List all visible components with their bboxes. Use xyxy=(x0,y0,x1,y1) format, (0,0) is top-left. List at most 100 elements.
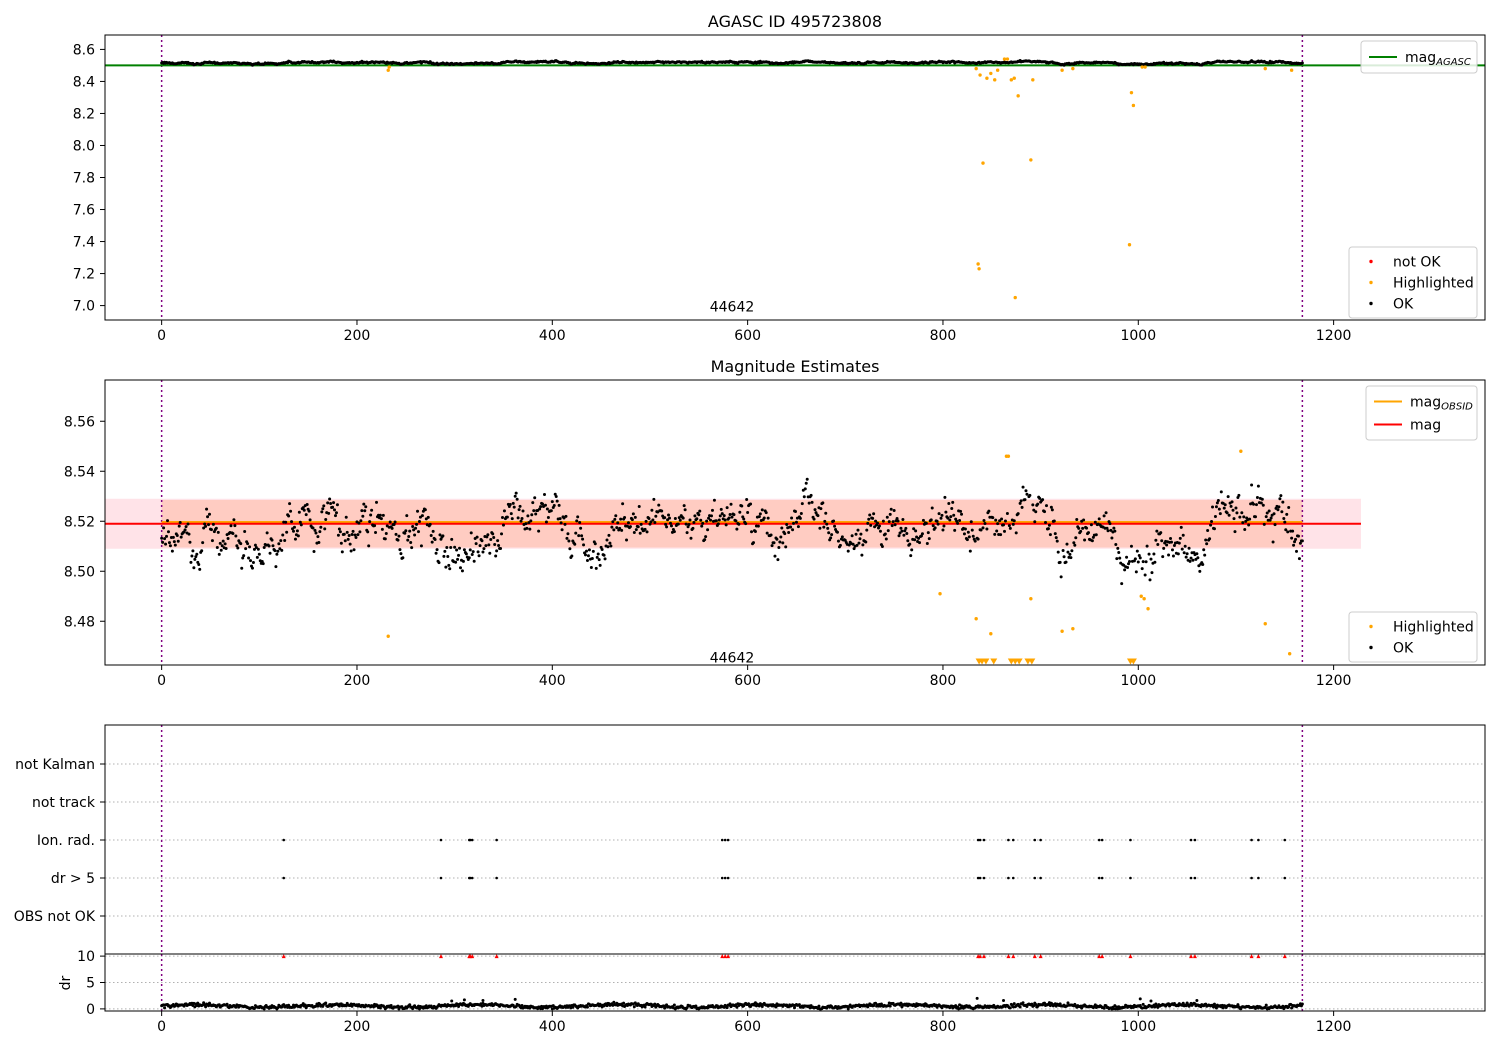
agasc-x-tick-label: 1000 xyxy=(1120,328,1156,344)
estimates-ok-point xyxy=(889,507,893,511)
flag-point xyxy=(470,838,474,842)
estimates-ok-point xyxy=(176,539,180,543)
estimates-ok-point xyxy=(917,536,921,540)
estimates-ok-point xyxy=(393,520,397,524)
estimates-ok-point xyxy=(1109,528,1113,532)
estimates-ok-point xyxy=(1227,513,1231,517)
estimates-ok-point xyxy=(717,518,721,522)
estimates-ok-point xyxy=(405,514,409,518)
estimates-ok-point xyxy=(502,509,506,513)
estimates-ok-point xyxy=(491,532,495,536)
estimates-ok-point xyxy=(947,502,951,506)
estimates-ok-point xyxy=(1269,516,1273,520)
agasc-upper-legend-box xyxy=(1360,40,1478,74)
estimates-ok-point xyxy=(906,539,910,543)
estimates-ok-point xyxy=(444,565,448,569)
estimates-ok-point xyxy=(1128,560,1132,564)
estimates-ok-point xyxy=(931,524,935,528)
estimates-ok-point xyxy=(461,559,465,563)
agasc-highlighted-point xyxy=(1002,57,1007,61)
estimates-ok-point xyxy=(810,500,814,504)
estimates-ok-point xyxy=(738,510,742,514)
flag-point xyxy=(1193,838,1197,842)
estimates-ok-point xyxy=(581,537,585,541)
dr-point xyxy=(1221,1006,1225,1010)
estimates-ok-point xyxy=(254,546,258,550)
estimates-ok-point xyxy=(1144,560,1148,564)
estimates-ok-point xyxy=(660,509,664,513)
estimates-ok-point xyxy=(1074,536,1078,540)
estimates-ok-point xyxy=(1052,519,1056,523)
estimates-ok-point xyxy=(217,552,221,556)
estimates-ok-point xyxy=(850,534,854,538)
flag-point xyxy=(1189,838,1193,842)
estimates-ok-point xyxy=(475,535,479,539)
estimates-ok-point xyxy=(619,517,623,521)
estimates-ok-point xyxy=(606,545,610,549)
estimates-ok-point xyxy=(892,509,896,513)
dr-point xyxy=(1066,1001,1070,1005)
dr-axis-label: dr xyxy=(58,975,74,990)
estimates-ok-point xyxy=(779,535,783,539)
estimates-ok-point xyxy=(163,537,167,541)
estimates-ok-point xyxy=(1284,528,1288,532)
estimates-highlighted-offscale-marker xyxy=(1028,658,1036,665)
estimates-ok-point xyxy=(499,547,503,551)
estimates-ok-point xyxy=(953,528,957,532)
estimates-ok-point xyxy=(340,550,344,554)
estimates-ok-point xyxy=(513,494,517,498)
estimates-ok-point xyxy=(682,504,686,508)
estimates-x-tick-label: 200 xyxy=(344,673,371,689)
dr-point xyxy=(846,1007,850,1011)
agasc-y-tick-label: 7.6 xyxy=(73,203,95,219)
estimates-ok-point xyxy=(1105,526,1109,530)
dr-clipped-marker xyxy=(723,954,728,959)
estimates-ok-point xyxy=(594,566,598,570)
estimates-ok-point xyxy=(867,517,871,521)
flag-category-label: Ion. rad. xyxy=(37,833,95,849)
estimates-ok-point xyxy=(881,519,885,523)
agasc-highlighted-point xyxy=(989,71,993,76)
estimates-ok-point xyxy=(669,524,673,528)
estimates-ok-point xyxy=(290,520,294,524)
dr-point xyxy=(672,1003,676,1007)
estimates-ok-point xyxy=(558,517,562,521)
estimates-ok-point xyxy=(1235,511,1239,515)
estimates-ok-point xyxy=(1135,549,1139,553)
estimates-ok-point xyxy=(697,513,701,517)
estimates-ok-point xyxy=(645,530,649,534)
estimates-ok-point xyxy=(335,503,339,507)
estimates-ok-point xyxy=(356,533,360,537)
estimates-ok-point xyxy=(825,522,829,526)
estimates-ok-point xyxy=(1188,559,1192,563)
estimates-ok-point xyxy=(593,542,597,546)
estimates-ok-point xyxy=(449,545,453,549)
estimates-ok-point xyxy=(1079,529,1083,533)
estimates-ok-point xyxy=(317,540,321,544)
estimates-ok-point xyxy=(800,502,804,506)
estimates-ok-point xyxy=(414,526,418,530)
estimates-ok-point xyxy=(275,552,279,556)
dr-point xyxy=(1214,1006,1218,1010)
estimates-ok-point xyxy=(413,533,417,537)
estimates-ok-point xyxy=(775,537,779,541)
estimates-ok-point xyxy=(295,529,299,533)
estimates-ok-point xyxy=(297,510,301,514)
estimates-ok-point xyxy=(698,509,702,513)
estimates-ok-point xyxy=(936,522,940,526)
agasc-highlighted-point xyxy=(1071,66,1075,71)
estimates-ok-point xyxy=(526,514,530,518)
estimates-ok-point xyxy=(1008,526,1012,530)
estimates-ok-point xyxy=(685,531,689,535)
estimates-ok-point xyxy=(1237,493,1241,497)
estimates-ok-point xyxy=(1252,502,1256,506)
estimates-ok-point xyxy=(1073,543,1077,547)
estimates-ok-point xyxy=(236,546,240,550)
agasc-highlighted-point xyxy=(1131,103,1136,108)
estimates-ok-point xyxy=(598,563,602,567)
estimates-ok-point xyxy=(962,532,966,536)
estimates-ok-point xyxy=(246,542,250,546)
estimates-ok-point xyxy=(1003,519,1007,523)
dr-clipped-marker xyxy=(1006,954,1011,959)
dr-point xyxy=(378,1006,382,1010)
